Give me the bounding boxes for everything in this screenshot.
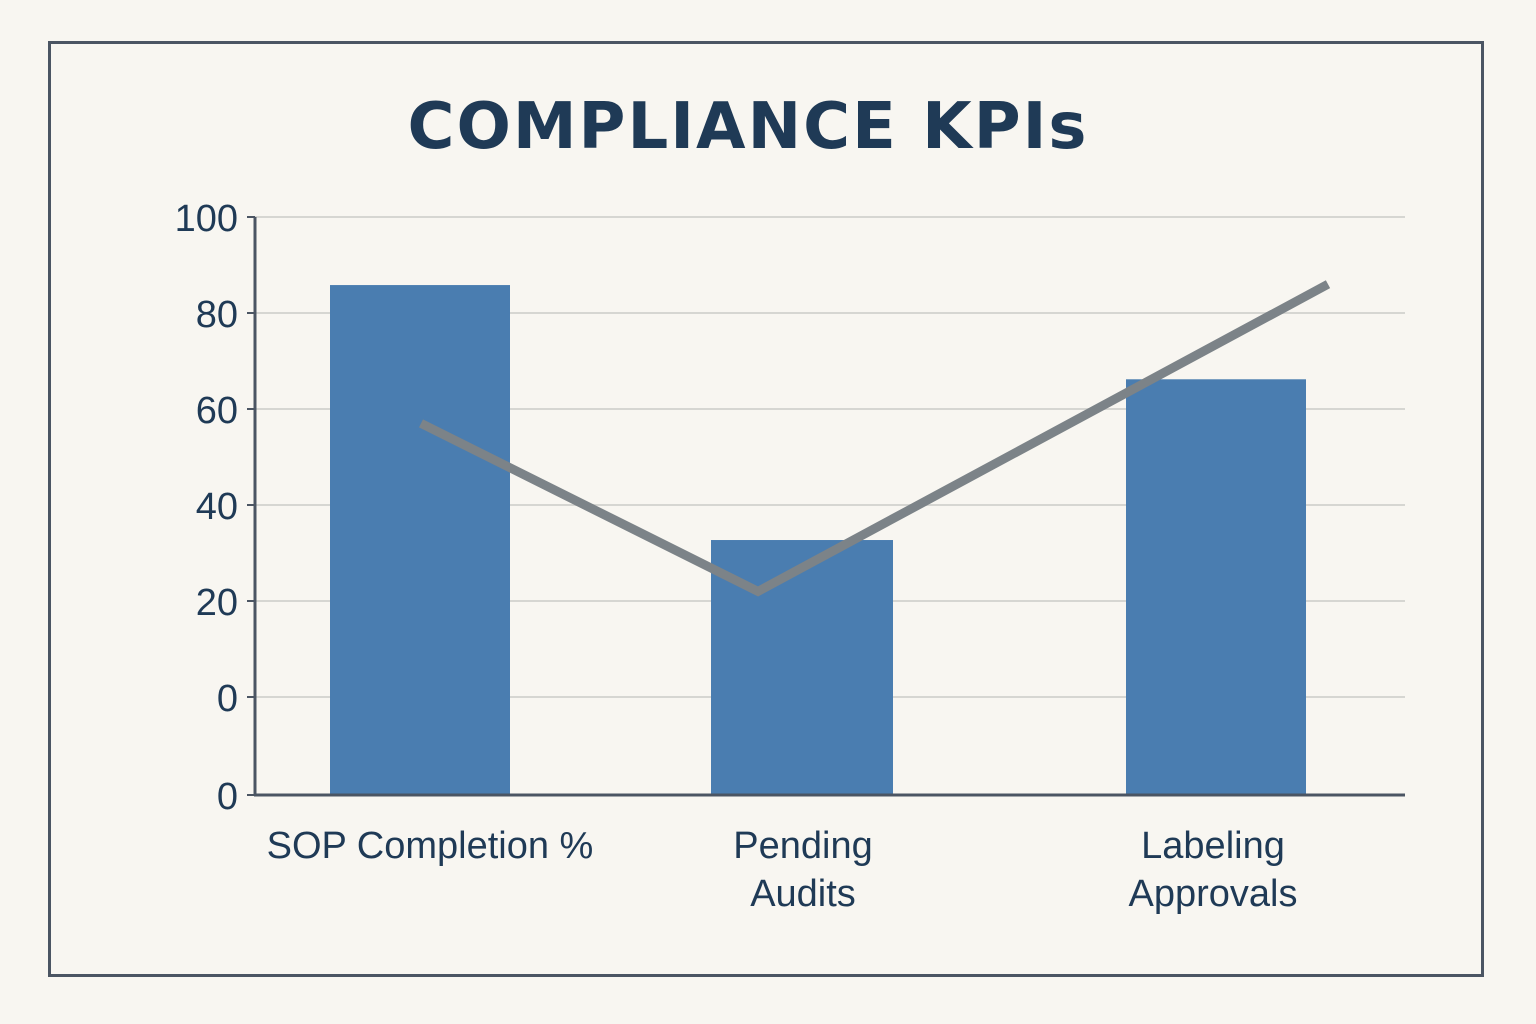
trend-line xyxy=(418,280,1331,597)
x-axis-labels: SOP Completion % Pending Audits Labeling App… xyxy=(267,825,1298,915)
axes xyxy=(253,217,1405,797)
y-tick-label: 0 xyxy=(217,776,238,818)
chart-title: COMPLIANCE KPIs xyxy=(407,90,1088,164)
y-tick-label: 60 xyxy=(196,390,238,432)
x-category-label: Labeling xyxy=(1141,825,1285,867)
bars xyxy=(330,285,1306,795)
y-tick-label: 0 xyxy=(217,678,238,720)
y-tick-label: 100 xyxy=(175,198,238,240)
x-category-label: Audits xyxy=(750,873,856,915)
x-category-label: Pending xyxy=(733,825,872,867)
trend-line-path xyxy=(418,280,1331,597)
y-tick-label: 40 xyxy=(196,486,238,528)
y-tick-label: 20 xyxy=(196,582,238,624)
bar xyxy=(330,285,510,795)
y-axis-ticks: 0 0 20 40 60 80 100 xyxy=(175,198,255,818)
y-tick-label: 80 xyxy=(196,294,238,336)
x-category-label: SOP Completion % xyxy=(267,825,594,867)
bar xyxy=(1126,379,1306,795)
x-category-label: Approvals xyxy=(1129,873,1298,915)
